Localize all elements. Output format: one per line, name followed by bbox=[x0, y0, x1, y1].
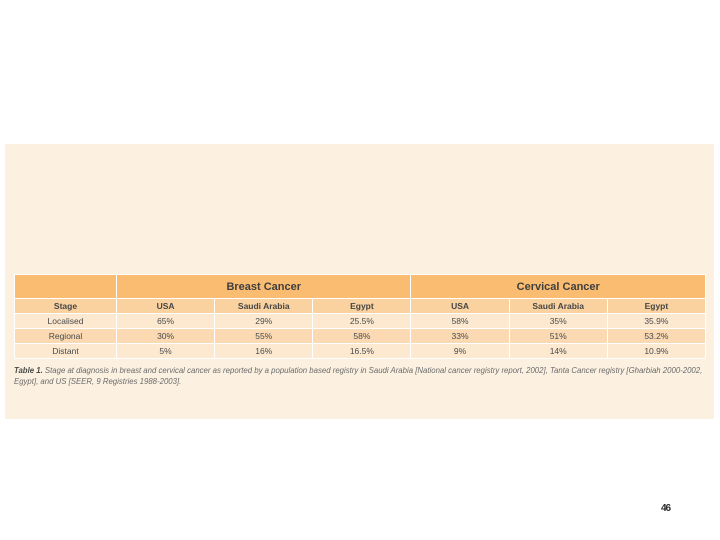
column-header-row: Stage USA Saudi Arabia Egypt USA Saudi A… bbox=[14, 298, 707, 314]
stage-cell: Regional bbox=[14, 328, 117, 344]
group-header-breast-cancer: Breast Cancer bbox=[115, 274, 412, 299]
value-cell: 33% bbox=[410, 328, 510, 344]
group-header-row: Breast Cancer Cervical Cancer bbox=[14, 274, 706, 299]
value-cell: 9% bbox=[410, 343, 510, 359]
value-cell: 65% bbox=[115, 313, 216, 329]
column-header-saudi-arabia-cervical: Saudi Arabia bbox=[508, 298, 608, 314]
table-caption: Table 1. Stage at diagnosis in breast an… bbox=[14, 365, 708, 387]
table-caption-text: Stage at diagnosis in breast and cervica… bbox=[14, 366, 703, 386]
column-header-saudi-arabia-breast: Saudi Arabia bbox=[214, 298, 314, 314]
column-header-usa-cervical: USA bbox=[410, 298, 510, 314]
column-header-egypt-breast: Egypt bbox=[312, 298, 412, 314]
value-cell: 51% bbox=[508, 328, 608, 344]
page-number: 46 bbox=[661, 503, 671, 514]
value-cell: 58% bbox=[312, 328, 412, 344]
value-cell: 29% bbox=[214, 313, 314, 329]
stage-cell: Distant bbox=[14, 343, 117, 359]
group-header-spacer bbox=[14, 274, 117, 299]
value-cell: 14% bbox=[508, 343, 608, 359]
stage-cell: Localised bbox=[14, 313, 117, 329]
value-cell: 30% bbox=[115, 328, 216, 344]
value-cell: 58% bbox=[410, 313, 510, 329]
value-cell: 5% bbox=[115, 343, 216, 359]
column-header-usa-breast: USA bbox=[115, 298, 216, 314]
value-cell: 35% bbox=[508, 313, 608, 329]
table-row-distant: Distant 5% 16% 16.5% 9% 14% 10.9% bbox=[14, 343, 707, 359]
column-header-stage: Stage bbox=[14, 298, 117, 314]
table-row-localised: Localised 65% 29% 25.5% 58% 35% 35.9% bbox=[14, 313, 707, 329]
value-cell: 55% bbox=[214, 328, 314, 344]
value-cell: 35.9% bbox=[606, 313, 707, 329]
column-header-egypt-cervical: Egypt bbox=[606, 298, 707, 314]
table-caption-label: Table 1. bbox=[14, 366, 43, 375]
table-row-regional: Regional 30% 55% 58% 33% 51% 53.2% bbox=[14, 328, 707, 344]
value-cell: 16% bbox=[214, 343, 314, 359]
value-cell: 25.5% bbox=[312, 313, 412, 329]
group-header-cervical-cancer: Cervical Cancer bbox=[410, 274, 706, 299]
value-cell: 10.9% bbox=[606, 343, 707, 359]
content-panel: Breast Cancer Cervical Cancer Stage USA … bbox=[5, 144, 714, 419]
value-cell: 16.5% bbox=[312, 343, 412, 359]
value-cell: 53.2% bbox=[606, 328, 707, 344]
stage-diagnosis-table: Breast Cancer Cervical Cancer Stage USA … bbox=[14, 274, 707, 359]
